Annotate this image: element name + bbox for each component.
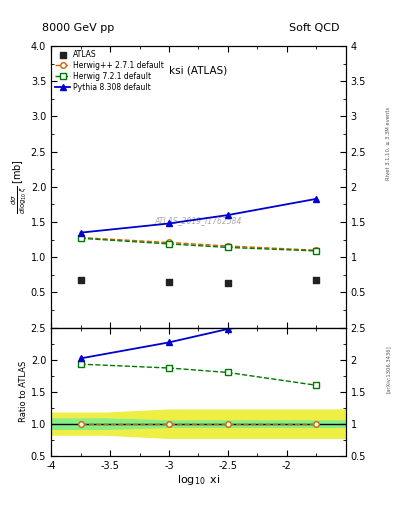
Text: ksi (ATLAS): ksi (ATLAS) <box>169 66 228 76</box>
ATLAS <box>313 275 320 284</box>
Pythia 8.308 default <box>78 229 83 236</box>
Herwig 7.2.1 default <box>314 248 319 254</box>
Line: Pythia 8.308 default: Pythia 8.308 default <box>77 196 320 236</box>
Line: Herwig++ 2.7.1 default: Herwig++ 2.7.1 default <box>78 235 319 253</box>
Herwig++ 2.7.1 default <box>167 240 171 246</box>
ATLAS <box>166 278 172 286</box>
Y-axis label: $\frac{d\sigma}{d\log_{10}\xi}$ [mb]: $\frac{d\sigma}{d\log_{10}\xi}$ [mb] <box>10 159 29 215</box>
Text: [arXiv:1306.3436]: [arXiv:1306.3436] <box>386 345 391 393</box>
Herwig++ 2.7.1 default <box>226 243 230 249</box>
Text: Rivet 3.1.10, ≥ 3.3M events: Rivet 3.1.10, ≥ 3.3M events <box>386 106 391 180</box>
Pythia 8.308 default <box>167 220 171 226</box>
Y-axis label: Ratio to ATLAS: Ratio to ATLAS <box>19 361 28 422</box>
Legend: ATLAS, Herwig++ 2.7.1 default, Herwig 7.2.1 default, Pythia 8.308 default: ATLAS, Herwig++ 2.7.1 default, Herwig 7.… <box>53 48 165 93</box>
Herwig 7.2.1 default <box>167 241 171 247</box>
Pythia 8.308 default <box>314 196 319 202</box>
X-axis label: $\log_{10}$ xi: $\log_{10}$ xi <box>177 473 220 487</box>
ATLAS <box>77 275 84 284</box>
Text: Soft QCD: Soft QCD <box>289 23 340 33</box>
Pythia 8.308 default <box>226 212 230 218</box>
Herwig++ 2.7.1 default <box>314 247 319 253</box>
Text: ATLAS_2019_I1762584: ATLAS_2019_I1762584 <box>155 216 242 225</box>
Herwig++ 2.7.1 default <box>78 234 83 241</box>
Herwig 7.2.1 default <box>78 235 83 241</box>
Herwig 7.2.1 default <box>226 244 230 250</box>
Text: 8000 GeV pp: 8000 GeV pp <box>42 23 115 33</box>
ATLAS <box>225 279 231 287</box>
Line: Herwig 7.2.1 default: Herwig 7.2.1 default <box>77 235 320 254</box>
